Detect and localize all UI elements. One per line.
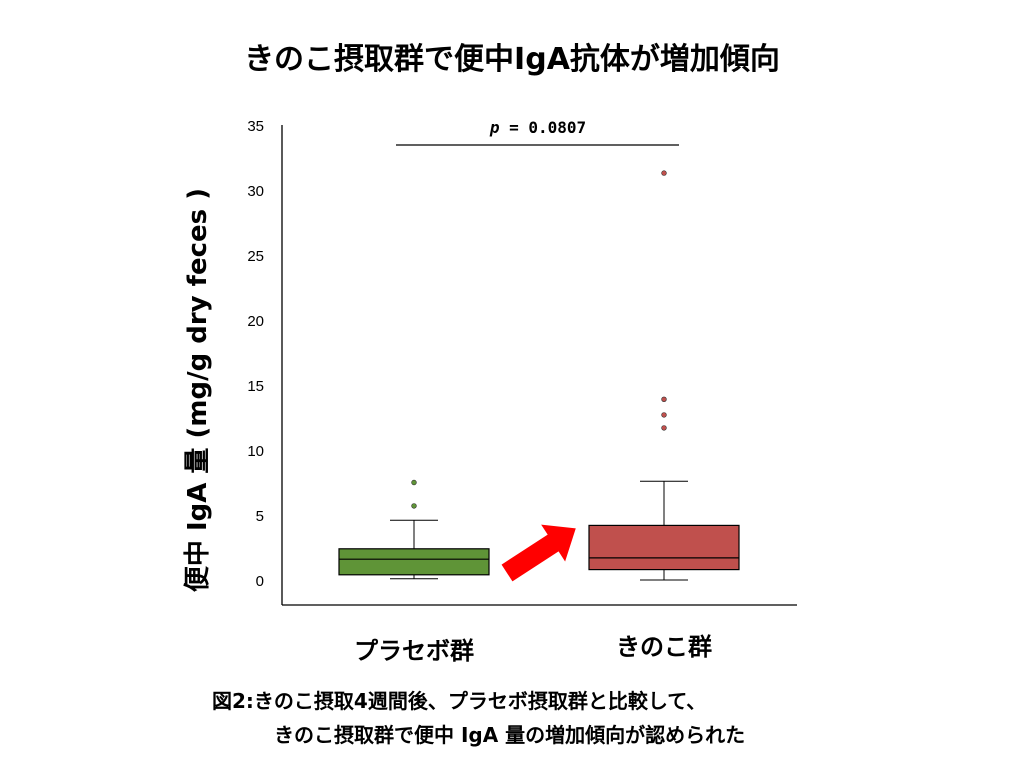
y-ticks: 0 5 10 15 20 25 30 35	[247, 118, 264, 590]
boxes	[338, 170, 740, 581]
outlier-point	[411, 503, 417, 509]
y-tick-label: 30	[247, 183, 264, 200]
caption-line-1: 図2:きのこ摂取4週間後、プラセボ摂取群と比較して、	[212, 689, 707, 713]
outlier-point	[411, 479, 417, 486]
y-axis-label: 便中 IgA 量 (mg/g dry feces )	[183, 188, 213, 592]
y-tick-label: 25	[247, 248, 264, 265]
outlier-point	[661, 396, 667, 402]
y-tick-label: 10	[247, 443, 264, 460]
p-value-label: p = 0.0807	[489, 118, 586, 137]
outlier-point	[661, 170, 667, 176]
y-tick-label: 5	[256, 508, 264, 525]
y-tick-label: 0	[256, 573, 264, 590]
box-plot-chart: 0 5 10 15 20 25 30 35 便中 IgA 量 (mg/g dry feces …	[183, 118, 797, 665]
axes	[281, 125, 797, 606]
trend-arrow	[501, 524, 576, 582]
outlier-point	[661, 412, 667, 418]
box	[338, 548, 490, 576]
figure-caption: 図2:きのこ摂取4週間後、プラセボ摂取群と比較して、 きのこ摂取群で便中 IgA…	[212, 684, 745, 752]
y-tick-label: 15	[247, 378, 264, 395]
chart-title: きのこ摂取群で便中IgA抗体が増加傾向	[244, 42, 780, 77]
annotations	[396, 144, 679, 582]
box	[588, 524, 740, 571]
arrow-shape	[501, 524, 576, 582]
y-tick-label: 20	[247, 313, 264, 330]
y-tick-label: 35	[247, 118, 264, 135]
category-label-placebo: プラセボ群	[354, 637, 474, 665]
outlier-point	[661, 425, 667, 431]
category-label-mushroom: きのこ群	[616, 633, 712, 661]
caption-line-2: きのこ摂取群で便中 IgA 量の増加傾向が認められた	[274, 723, 746, 747]
